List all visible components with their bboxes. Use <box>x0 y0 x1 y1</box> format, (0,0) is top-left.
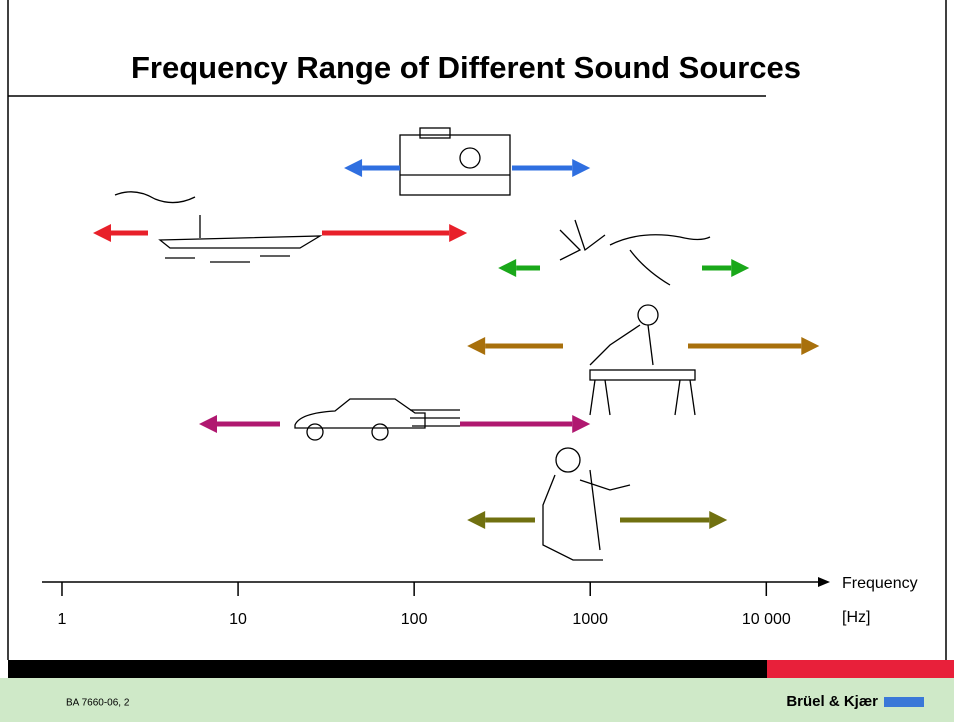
x-tick-label: 1 <box>58 611 67 628</box>
violinist-icon <box>542 447 631 561</box>
x-tick-label: 100 <box>401 611 428 628</box>
saw-worker-icon <box>589 304 696 416</box>
footer-bar-red <box>767 660 954 678</box>
slide-title: Frequency Range of Different Sound Sourc… <box>131 50 801 85</box>
range-arrowhead-high <box>572 415 591 433</box>
range-arrowhead-low <box>199 415 218 433</box>
car-icon <box>294 398 460 441</box>
range-arrowhead-low <box>92 224 111 242</box>
range-arrowhead-high <box>449 224 468 242</box>
range-arrowhead-high <box>801 337 820 355</box>
range-arrowhead-low <box>467 337 486 355</box>
range-arrowhead-low <box>467 511 486 529</box>
range-arrowhead-high <box>572 159 591 177</box>
brand-logo <box>884 697 924 707</box>
welding-icon <box>559 219 711 286</box>
machine-icon <box>399 127 511 196</box>
footer-code: BA 7660-06, 2 <box>66 698 130 709</box>
x-tick-label: 10 000 <box>742 611 791 628</box>
brand-name: Brüel & Kjær <box>786 693 878 710</box>
ship-icon <box>114 191 323 263</box>
range-arrowhead-high <box>709 511 728 529</box>
x-axis-label: Frequency <box>842 575 918 592</box>
footer-bar-black <box>8 660 767 678</box>
footer-band <box>0 678 954 722</box>
range-arrowhead-high <box>731 259 750 277</box>
x-tick-label: 10 <box>229 611 247 628</box>
range-arrowhead-low <box>498 259 517 277</box>
x-axis-arrowhead <box>818 577 830 587</box>
range-arrowhead-low <box>344 159 363 177</box>
x-tick-label: 1000 <box>572 611 608 628</box>
x-axis-unit: [Hz] <box>842 609 870 626</box>
